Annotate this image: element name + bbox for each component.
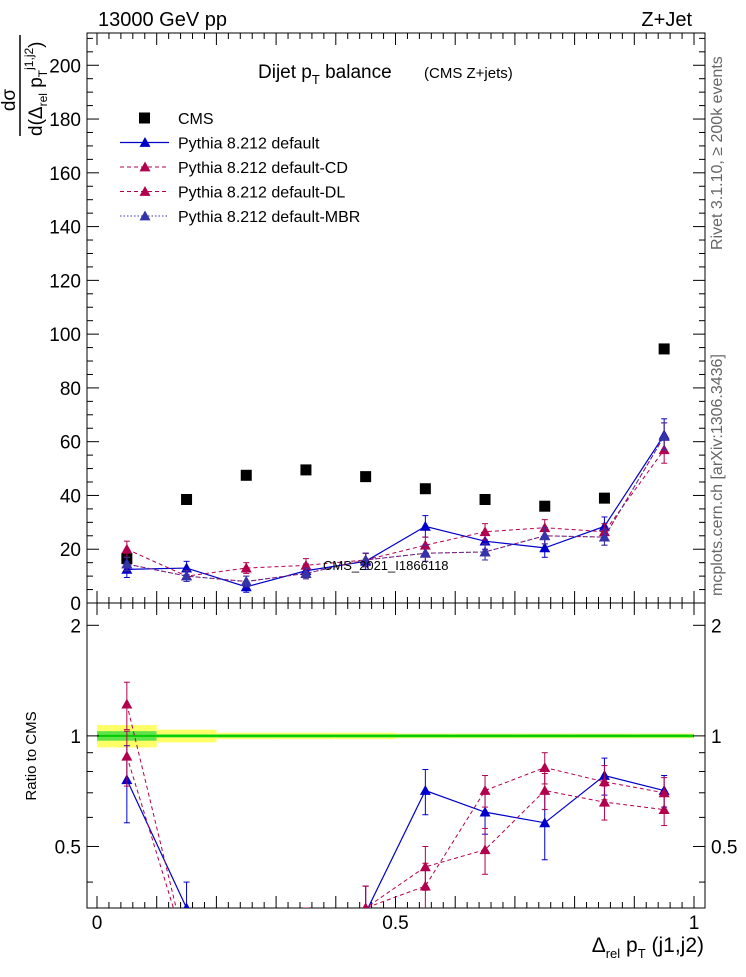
ratio-marker-cd <box>181 945 192 955</box>
x-label-delta: Δ <box>592 934 606 957</box>
y-tick-label: 40 <box>60 486 81 507</box>
chart-title: Dijet pT balance <box>258 62 392 87</box>
cms-data-point <box>659 343 670 354</box>
y-label-numerator: dσ <box>0 89 20 112</box>
title-main: Dijet p <box>258 62 312 83</box>
marker-mbr <box>659 431 670 441</box>
x-label-p: p <box>620 934 638 957</box>
process-label: Z+Jet <box>641 9 692 31</box>
ratio-marker-dl <box>181 945 192 955</box>
ratio-marker-dl <box>420 861 431 871</box>
den-part: d(Δ <box>26 106 47 136</box>
legend-label-default: Pythia 8.212 default <box>178 136 320 153</box>
den-sub: rel <box>36 93 50 106</box>
ratio-marker-cd <box>241 939 252 949</box>
den-sup: j1,j2 <box>22 48 36 71</box>
ratio-marker-default <box>360 907 371 917</box>
cms-data-point <box>539 501 550 512</box>
cms-data-point <box>181 494 192 505</box>
ratio-y-axis: 0.5 0.5 1 1 2 2 <box>55 616 738 882</box>
x-tick-label: 0.5 <box>382 913 408 934</box>
legend-marker-dl <box>140 186 151 196</box>
cms-data-point <box>420 483 431 494</box>
ratio-y-tick-label-right: 2 <box>711 616 722 637</box>
legend-marker-data <box>139 113 150 124</box>
energy-label: 13000 GeV pp <box>98 9 227 31</box>
ratio-panel-frame <box>87 603 705 908</box>
y-label-denominator: d(Δrel pTj1,j2) <box>22 42 50 136</box>
cms-data-point <box>360 471 371 482</box>
cms-data-point <box>480 494 491 505</box>
main-series-layer <box>121 343 669 592</box>
ratio-y-tick-label-right: 1 <box>711 727 722 748</box>
y-tick-label: 200 <box>49 56 81 77</box>
marker-cd <box>121 544 132 554</box>
y-tick-label: 80 <box>60 379 81 400</box>
y-tick-label: 20 <box>60 540 81 561</box>
y-tick-label: 180 <box>49 110 81 131</box>
y-tick-label: 160 <box>49 164 81 185</box>
ratio-marker-default <box>420 785 431 795</box>
den-close: ) <box>26 42 47 48</box>
x-label-rest: (j1,j2) <box>646 934 704 957</box>
ratio-y-tick-label: 1 <box>70 727 81 748</box>
ratio-marker-dl <box>121 751 132 761</box>
y-tick-label: 60 <box>60 433 81 454</box>
legend-label-cd: Pythia 8.212 default-CD <box>178 160 348 177</box>
x-label-psub: T <box>638 946 646 961</box>
ratio-line-dl <box>127 756 664 972</box>
x-label-rel: rel <box>606 946 621 961</box>
ratio-marker-default <box>480 807 491 817</box>
analysis-watermark: CMS_2021_I1866118 <box>323 558 449 573</box>
y-tick-label: 100 <box>49 325 81 346</box>
ratio-y-tick-label-right: 0.5 <box>711 837 737 858</box>
x-axis-label: Δrel pT (j1,j2) <box>592 934 704 961</box>
title-sub: T <box>312 72 320 87</box>
ratio-marker-default <box>300 958 311 968</box>
legend-label-dl: Pythia 8.212 default-DL <box>178 185 345 202</box>
ratio-marker-dl <box>539 785 550 795</box>
x-tick-label: 0 <box>92 913 103 934</box>
ratio-y-label: Ratio to CMS <box>23 711 40 800</box>
ratio-marker-dl <box>599 797 610 807</box>
ratio-marker-cd <box>539 762 550 772</box>
chart-title-note: (CMS Z+jets) <box>424 65 513 82</box>
x-tick-label: 1 <box>689 913 700 934</box>
rivet-label: Rivet 3.1.10, ≥ 200k events <box>709 56 726 250</box>
ratio-y-tick-label: 0.5 <box>55 837 81 858</box>
legend: CMS Pythia 8.212 default Pythia 8.212 defa… <box>120 111 360 226</box>
legend-label-data: CMS <box>178 111 214 128</box>
title-rest: balance <box>320 62 392 83</box>
cms-data-point <box>300 464 311 475</box>
ratio-line-default <box>127 776 664 972</box>
cms-data-point <box>599 493 610 504</box>
den-psub: T <box>36 69 50 77</box>
ratio-marker-default <box>181 903 192 913</box>
ratio-y-tick-label: 2 <box>70 616 81 637</box>
y-tick-label: 140 <box>49 218 81 239</box>
main-y-label: dσ d(Δrel pTj1,j2) <box>0 35 50 136</box>
legend-marker-cd <box>140 162 151 172</box>
y-tick-label: 0 <box>70 594 81 615</box>
y-tick-label: 120 <box>49 271 81 292</box>
mcplots-label: mcplots.cern.ch [arXiv:1306.3436] <box>709 354 726 596</box>
den-p: p <box>26 77 47 93</box>
legend-marker-mbr <box>140 211 151 221</box>
legend-label-mbr: Pythia 8.212 default-MBR <box>178 209 360 226</box>
ratio-marker-cd <box>121 699 132 709</box>
ratio-marker-cd <box>480 785 491 795</box>
marker-default <box>420 521 431 531</box>
ratio-marker-cd <box>300 928 311 938</box>
cms-data-point <box>241 470 252 481</box>
